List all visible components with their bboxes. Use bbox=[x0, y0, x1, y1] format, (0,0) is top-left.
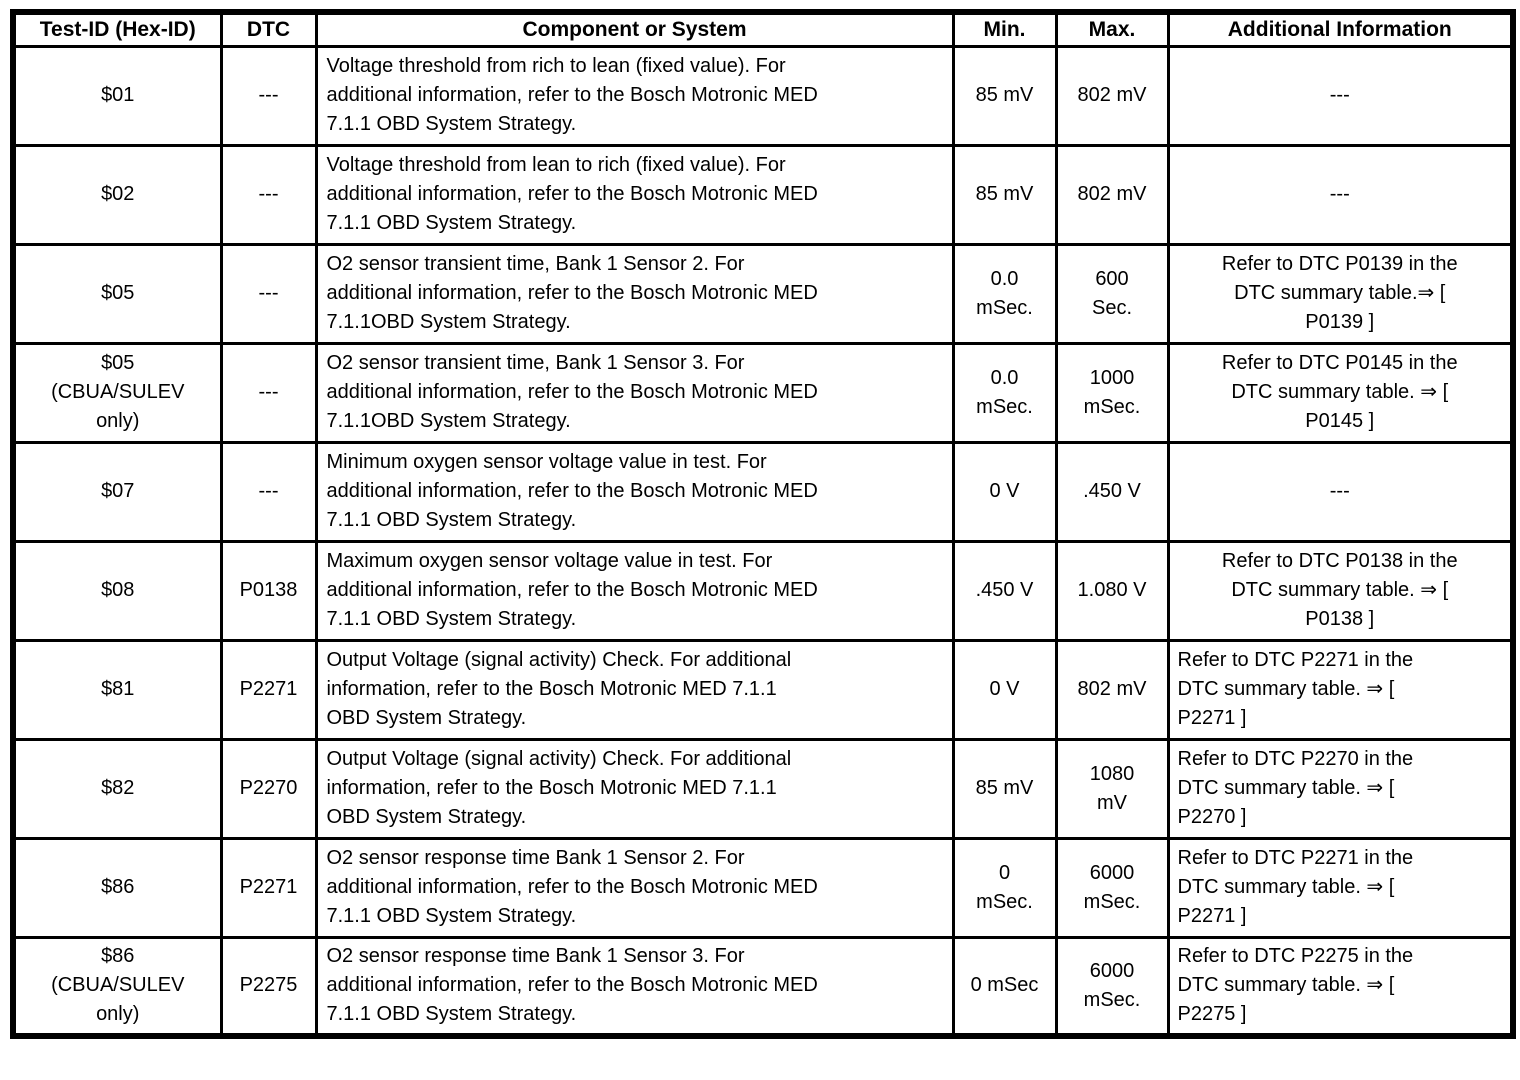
cell-min: .450 V bbox=[951, 539, 1058, 642]
cell-max: 1.080 V bbox=[1054, 539, 1170, 642]
cell-additional-info: Refer to DTC P0138 in the DTC summary ta… bbox=[1166, 539, 1515, 642]
table-row: $01 --- Voltage threshold from rich to l… bbox=[11, 44, 1515, 147]
cell-min: 0 mSec. bbox=[951, 836, 1058, 939]
cell-min: 85 mV bbox=[951, 737, 1058, 840]
cell-component: O2 sensor response time Bank 1 Sensor 2.… bbox=[314, 836, 955, 939]
cell-component: Output Voltage (signal activity) Check. … bbox=[314, 638, 955, 741]
cell-max: 600 Sec. bbox=[1054, 242, 1170, 345]
table-row: $82 P2270 Output Voltage (signal activit… bbox=[11, 737, 1515, 840]
table-row: $08 P0138 Maximum oxygen sensor voltage … bbox=[11, 539, 1515, 642]
cell-min: 0.0 mSec. bbox=[951, 341, 1058, 444]
table-header: Test-ID (Hex-ID) DTC Component or System… bbox=[11, 10, 1515, 48]
header-cell-additional-info: Additional Information bbox=[1166, 10, 1515, 48]
cell-dtc: P2275 bbox=[219, 935, 318, 1038]
cell-test-id: $07 bbox=[11, 440, 223, 543]
cell-test-id: $86 bbox=[11, 836, 223, 939]
cell-max: 802 mV bbox=[1054, 44, 1170, 147]
cell-test-id: $05 (CBUA/SULEV only) bbox=[11, 341, 223, 444]
table-row: $86 (CBUA/SULEV only) P2275 O2 sensor re… bbox=[11, 935, 1515, 1038]
cell-max: .450 V bbox=[1054, 440, 1170, 543]
cell-additional-info: Refer to DTC P2270 in the DTC summary ta… bbox=[1166, 737, 1515, 840]
cell-additional-info: --- bbox=[1166, 143, 1515, 246]
cell-max: 6000 mSec. bbox=[1054, 836, 1170, 939]
cell-component: O2 sensor transient time, Bank 1 Sensor … bbox=[314, 341, 955, 444]
table-row: $02 --- Voltage threshold from lean to r… bbox=[11, 143, 1515, 246]
header-cell-min: Min. bbox=[951, 10, 1058, 48]
table-row: $81 P2271 Output Voltage (signal activit… bbox=[11, 638, 1515, 741]
cell-additional-info: Refer to DTC P2271 in the DTC summary ta… bbox=[1166, 836, 1515, 939]
cell-additional-info: Refer to DTC P2271 in the DTC summary ta… bbox=[1166, 638, 1515, 741]
header-cell-test-id: Test-ID (Hex-ID) bbox=[11, 10, 223, 48]
header-cell-component: Component or System bbox=[314, 10, 955, 48]
table-row: $07 --- Minimum oxygen sensor voltage va… bbox=[11, 440, 1515, 543]
cell-component: Minimum oxygen sensor voltage value in t… bbox=[314, 440, 955, 543]
cell-test-id: $08 bbox=[11, 539, 223, 642]
cell-test-id: $02 bbox=[11, 143, 223, 246]
cell-component: Voltage threshold from rich to lean (fix… bbox=[314, 44, 955, 147]
cell-dtc: P2271 bbox=[219, 638, 318, 741]
cell-dtc: --- bbox=[219, 242, 318, 345]
cell-additional-info: Refer to DTC P0145 in the DTC summary ta… bbox=[1166, 341, 1515, 444]
cell-component: Output Voltage (signal activity) Check. … bbox=[314, 737, 955, 840]
cell-component: Maximum oxygen sensor voltage value in t… bbox=[314, 539, 955, 642]
cell-dtc: --- bbox=[219, 440, 318, 543]
cell-component: O2 sensor response time Bank 1 Sensor 3.… bbox=[314, 935, 955, 1038]
header-cell-dtc: DTC bbox=[219, 10, 318, 48]
table-body: $01 --- Voltage threshold from rich to l… bbox=[11, 44, 1515, 1038]
cell-dtc: --- bbox=[219, 341, 318, 444]
table-row: $05 (CBUA/SULEV only) --- O2 sensor tran… bbox=[11, 341, 1515, 444]
cell-max: 802 mV bbox=[1054, 638, 1170, 741]
cell-dtc: --- bbox=[219, 143, 318, 246]
cell-dtc: P0138 bbox=[219, 539, 318, 642]
cell-test-id: $81 bbox=[11, 638, 223, 741]
cell-min: 85 mV bbox=[951, 143, 1058, 246]
table-row: $05 --- O2 sensor transient time, Bank 1… bbox=[11, 242, 1515, 345]
header-cell-max: Max. bbox=[1054, 10, 1170, 48]
cell-dtc: P2271 bbox=[219, 836, 318, 939]
cell-additional-info: --- bbox=[1166, 44, 1515, 147]
cell-test-id: $01 bbox=[11, 44, 223, 147]
cell-additional-info: Refer to DTC P2275 in the DTC summary ta… bbox=[1166, 935, 1515, 1038]
cell-component: Voltage threshold from lean to rich (fix… bbox=[314, 143, 955, 246]
cell-max: 6000 mSec. bbox=[1054, 935, 1170, 1038]
cell-min: 0.0 mSec. bbox=[951, 242, 1058, 345]
cell-max: 802 mV bbox=[1054, 143, 1170, 246]
obd-test-id-table: Test-ID (Hex-ID) DTC Component or System… bbox=[10, 9, 1516, 1039]
cell-test-id: $86 (CBUA/SULEV only) bbox=[11, 935, 223, 1038]
cell-test-id: $82 bbox=[11, 737, 223, 840]
cell-dtc: --- bbox=[219, 44, 318, 147]
cell-component: O2 sensor transient time, Bank 1 Sensor … bbox=[314, 242, 955, 345]
cell-test-id: $05 bbox=[11, 242, 223, 345]
cell-dtc: P2270 bbox=[219, 737, 318, 840]
table-row: $86 P2271 O2 sensor response time Bank 1… bbox=[11, 836, 1515, 939]
cell-min: 0 V bbox=[951, 440, 1058, 543]
cell-max: 1000 mSec. bbox=[1054, 341, 1170, 444]
header-row: Test-ID (Hex-ID) DTC Component or System… bbox=[11, 10, 1515, 48]
cell-max: 1080 mV bbox=[1054, 737, 1170, 840]
cell-min: 85 mV bbox=[951, 44, 1058, 147]
cell-min: 0 mSec bbox=[951, 935, 1058, 1038]
cell-min: 0 V bbox=[951, 638, 1058, 741]
cell-additional-info: --- bbox=[1166, 440, 1515, 543]
cell-additional-info: Refer to DTC P0139 in the DTC summary ta… bbox=[1166, 242, 1515, 345]
